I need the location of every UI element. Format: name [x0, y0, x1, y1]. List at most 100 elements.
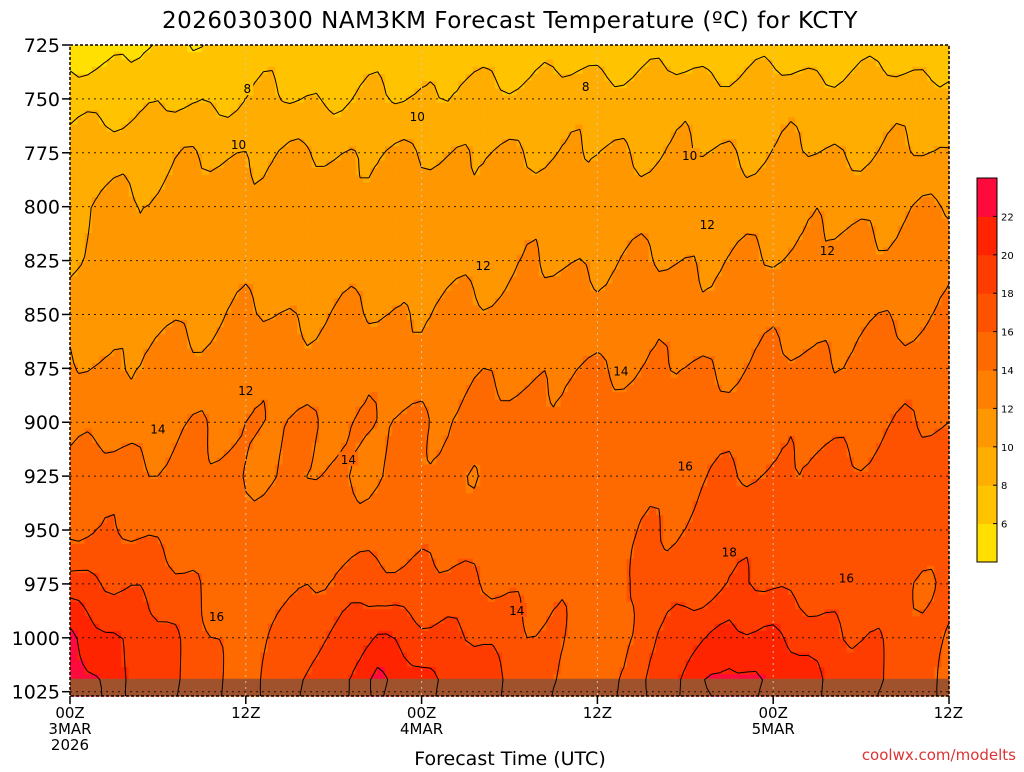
temperature-cell	[267, 356, 276, 364]
temperature-cell	[297, 131, 305, 140]
temperature-cell	[157, 153, 166, 162]
temperature-cell	[377, 645, 386, 654]
temperature-cell	[106, 240, 115, 249]
temperature-cell	[165, 667, 174, 675]
temperature-cell	[341, 630, 349, 639]
temperature-cell	[70, 327, 78, 335]
temperature-cell	[297, 298, 305, 306]
temperature-cell	[216, 182, 225, 191]
temperature-cell	[275, 594, 284, 603]
temperature-cell	[443, 88, 452, 97]
temperature-cell	[443, 45, 452, 53]
temperature-cell	[348, 175, 357, 184]
temperature-cell	[443, 218, 452, 227]
temperature-cell	[209, 493, 218, 502]
temperature-cell	[406, 276, 415, 285]
temperature-cell	[209, 305, 218, 314]
temperature-cell	[428, 240, 437, 249]
temperature-cell	[348, 464, 357, 473]
temperature-cell	[348, 536, 357, 545]
temperature-cell	[260, 500, 269, 509]
temperature-cell	[121, 630, 130, 639]
temperature-cell	[143, 421, 152, 429]
temperature-cell	[458, 175, 467, 184]
temperature-cell	[267, 290, 276, 299]
temperature-cell	[106, 305, 115, 314]
temperature-cell	[384, 558, 393, 567]
temperature-cell	[165, 638, 174, 646]
temperature-cell	[275, 225, 284, 234]
temperature-cell	[150, 609, 159, 618]
temperature-cell	[99, 139, 108, 147]
temperature-cell	[223, 139, 232, 147]
temperature-cell	[150, 616, 159, 625]
temperature-cell	[370, 587, 379, 596]
temperature-cell	[399, 515, 408, 523]
temperature-cell	[135, 73, 144, 82]
temperature-cell	[216, 558, 225, 567]
temperature-cell	[472, 175, 481, 184]
temperature-cell	[282, 66, 291, 75]
temperature-cell	[245, 276, 254, 285]
temperature-cell	[238, 312, 247, 321]
temperature-cell	[216, 254, 225, 263]
temperature-cell	[77, 515, 86, 523]
temperature-cell	[472, 73, 481, 82]
temperature-cell	[465, 334, 474, 343]
temperature-cell	[333, 573, 342, 581]
temperature-cell	[319, 573, 327, 581]
temperature-cell	[326, 189, 335, 198]
temperature-cell	[113, 464, 122, 473]
temperature-cell	[143, 254, 152, 263]
temperature-cell	[150, 102, 159, 111]
temperature-cell	[333, 218, 342, 227]
temperature-cell	[106, 327, 115, 335]
temperature-cell	[84, 334, 93, 343]
temperature-cell	[458, 573, 467, 581]
temperature-cell	[238, 529, 247, 538]
temperature-cell	[392, 45, 401, 53]
temperature-cell	[363, 594, 371, 603]
temperature-cell	[91, 211, 100, 220]
temperature-cell	[187, 587, 196, 596]
temperature-cell	[421, 536, 430, 545]
temperature-cell	[304, 363, 313, 372]
temperature-cell	[253, 515, 262, 523]
temperature-cell	[209, 601, 218, 610]
temperature-cell	[253, 486, 262, 495]
temperature-cell	[223, 399, 232, 408]
temperature-cell	[275, 623, 284, 632]
temperature-cell	[238, 117, 247, 126]
temperature-cell	[319, 594, 327, 603]
temperature-cell	[150, 464, 159, 473]
temperature-cell	[304, 254, 313, 263]
temperature-cell	[363, 674, 371, 683]
temperature-cell	[458, 218, 467, 227]
temperature-cell	[472, 341, 481, 350]
temperature-cell	[472, 52, 481, 61]
temperature-cell	[399, 435, 408, 444]
temperature-cell	[223, 377, 232, 386]
temperature-cell	[443, 327, 452, 335]
temperature-cell	[275, 341, 284, 350]
temperature-cell	[187, 204, 196, 212]
temperature-cell	[238, 341, 247, 350]
temperature-cell	[260, 225, 269, 234]
temperature-cell	[341, 479, 349, 487]
temperature-cell	[253, 95, 262, 104]
temperature-cell	[363, 182, 371, 191]
temperature-cell	[201, 500, 210, 509]
temperature-cell	[106, 124, 115, 133]
temperature-cell	[289, 356, 298, 364]
temperature-cell	[326, 52, 335, 61]
temperature-cell	[450, 327, 459, 335]
temperature-cell	[341, 204, 349, 212]
temperature-cell	[84, 160, 93, 169]
temperature-cell	[121, 160, 130, 169]
temperature-cell	[399, 457, 408, 466]
temperature-cell	[436, 428, 445, 437]
temperature-cell	[443, 392, 452, 401]
temperature-cell	[77, 189, 86, 198]
temperature-cell	[304, 102, 313, 111]
temperature-cell	[84, 406, 93, 415]
